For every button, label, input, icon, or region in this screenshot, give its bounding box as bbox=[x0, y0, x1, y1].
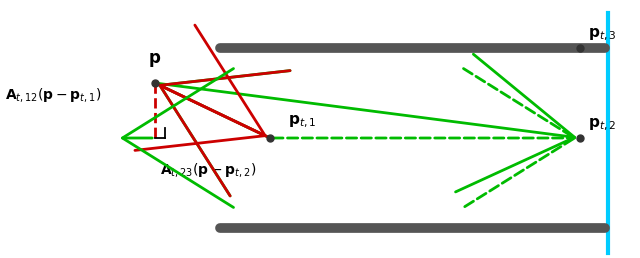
Text: $\mathbf{p}_{t,1}$: $\mathbf{p}_{t,1}$ bbox=[288, 114, 316, 130]
Text: $\mathbf{p}_{t,2}$: $\mathbf{p}_{t,2}$ bbox=[588, 117, 616, 133]
Text: $\mathbf{p}$: $\mathbf{p}$ bbox=[148, 51, 161, 69]
Text: $\mathbf{A}_{t,12}(\mathbf{p}-\mathbf{p}_{t,1})$: $\mathbf{A}_{t,12}(\mathbf{p}-\mathbf{p}… bbox=[5, 86, 101, 104]
Text: $\mathbf{A}_{t,23}(\mathbf{p}-\mathbf{p}_{t,2})$: $\mathbf{A}_{t,23}(\mathbf{p}-\mathbf{p}… bbox=[160, 161, 257, 179]
Text: $\mathbf{p}_{t,3}$: $\mathbf{p}_{t,3}$ bbox=[588, 27, 616, 43]
